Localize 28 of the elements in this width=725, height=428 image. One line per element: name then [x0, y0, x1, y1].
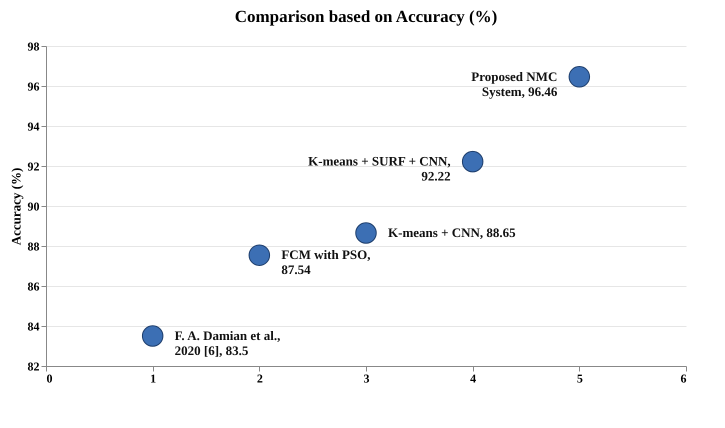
annotation: FCM with PSO, 87.54 — [281, 247, 371, 278]
annotation: F. A. Damian et al., 2020 [6], 83.5 — [174, 328, 280, 358]
chart-title: Comparison based on Accuracy (%) — [234, 7, 498, 26]
point — [142, 325, 164, 347]
annotation: K-means + SURF + CNN, 92.22 — [308, 154, 451, 184]
y-tick-label: 82 — [28, 360, 40, 374]
y-tick-label: 98 — [28, 40, 40, 54]
point — [355, 222, 377, 244]
x-tick-label: 3 — [364, 372, 370, 386]
y-tick-label: 88 — [28, 240, 40, 254]
annotation: Proposed NMC System, 96.46 — [471, 68, 558, 99]
x-tick-label: 5 — [576, 372, 583, 386]
y-tick-label: 96 — [28, 80, 40, 94]
x-tick-label: 1 — [150, 372, 156, 386]
point — [568, 66, 590, 88]
y-tick-label: 94 — [28, 120, 40, 134]
point — [462, 150, 484, 172]
y-tick-label: 92 — [28, 160, 40, 174]
y-tick-label: 84 — [28, 320, 40, 334]
point — [248, 244, 270, 266]
x-tick-label: 4 — [470, 372, 476, 386]
y-axis-title: Accuracy (%) — [8, 168, 24, 246]
x-tick-label: 6 — [680, 372, 686, 386]
annotation: K-means + CNN, 88.65 — [388, 225, 516, 240]
y-tick-label: 90 — [28, 200, 40, 214]
y-tick-label: 86 — [28, 280, 40, 294]
x-tick-label: 0 — [46, 372, 52, 386]
x-tick-label: 2 — [256, 372, 263, 386]
